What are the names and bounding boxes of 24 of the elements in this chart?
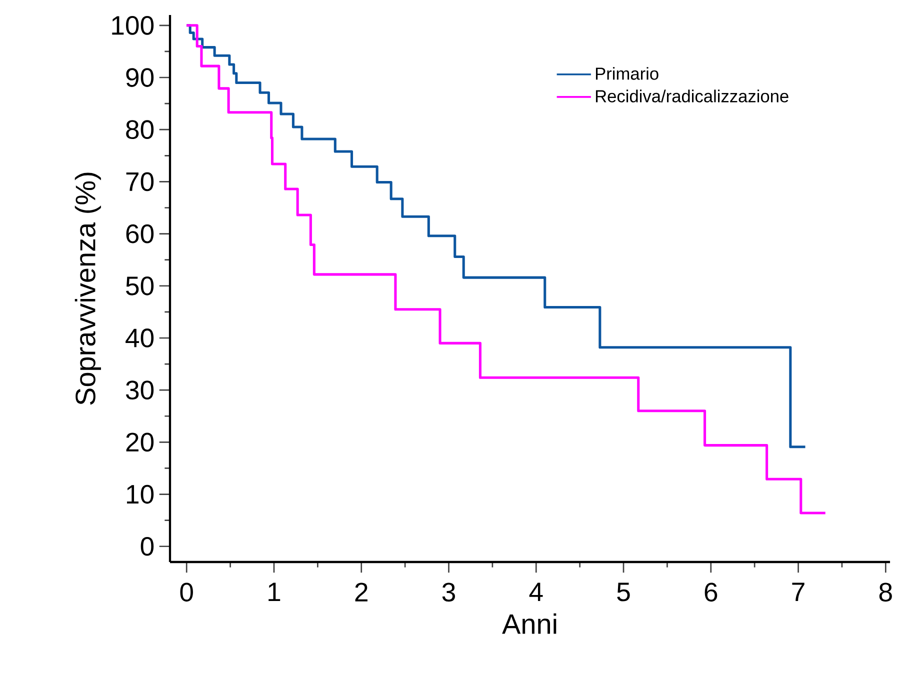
y-tick-label: 10 bbox=[126, 484, 154, 504]
y-tick-label: 70 bbox=[126, 172, 154, 192]
y-tick-label: 30 bbox=[126, 380, 154, 400]
y-tick-label: 80 bbox=[126, 120, 154, 140]
y-tick-label: 0 bbox=[140, 536, 154, 556]
x-tick-label: 1 bbox=[268, 582, 280, 602]
y-tick-label: 60 bbox=[126, 224, 154, 244]
x-tick-label: 0 bbox=[180, 582, 193, 602]
y-tick-label: 40 bbox=[126, 328, 154, 348]
y-tick-label: 20 bbox=[126, 432, 154, 452]
x-tick-label: 6 bbox=[704, 582, 718, 602]
x-tick-label: 5 bbox=[617, 582, 630, 602]
y-tick-label: 100 bbox=[112, 16, 154, 35]
y-tick-label: 90 bbox=[126, 68, 154, 87]
x-tick-label: 4 bbox=[529, 582, 543, 602]
x-tick-label: 3 bbox=[442, 582, 455, 602]
x-tick-label: 8 bbox=[879, 582, 892, 602]
x-axis-title: Anni bbox=[502, 613, 556, 634]
y-tick-label: 50 bbox=[126, 276, 154, 296]
x-tick-label: 2 bbox=[355, 582, 368, 602]
x-tick-label: 7 bbox=[792, 582, 804, 602]
legend-label: Recidiva/radicalizzazione bbox=[596, 90, 788, 102]
y-axis-title: Sopravvivenza (%) bbox=[74, 172, 101, 405]
legend-label: Primario bbox=[596, 67, 658, 80]
